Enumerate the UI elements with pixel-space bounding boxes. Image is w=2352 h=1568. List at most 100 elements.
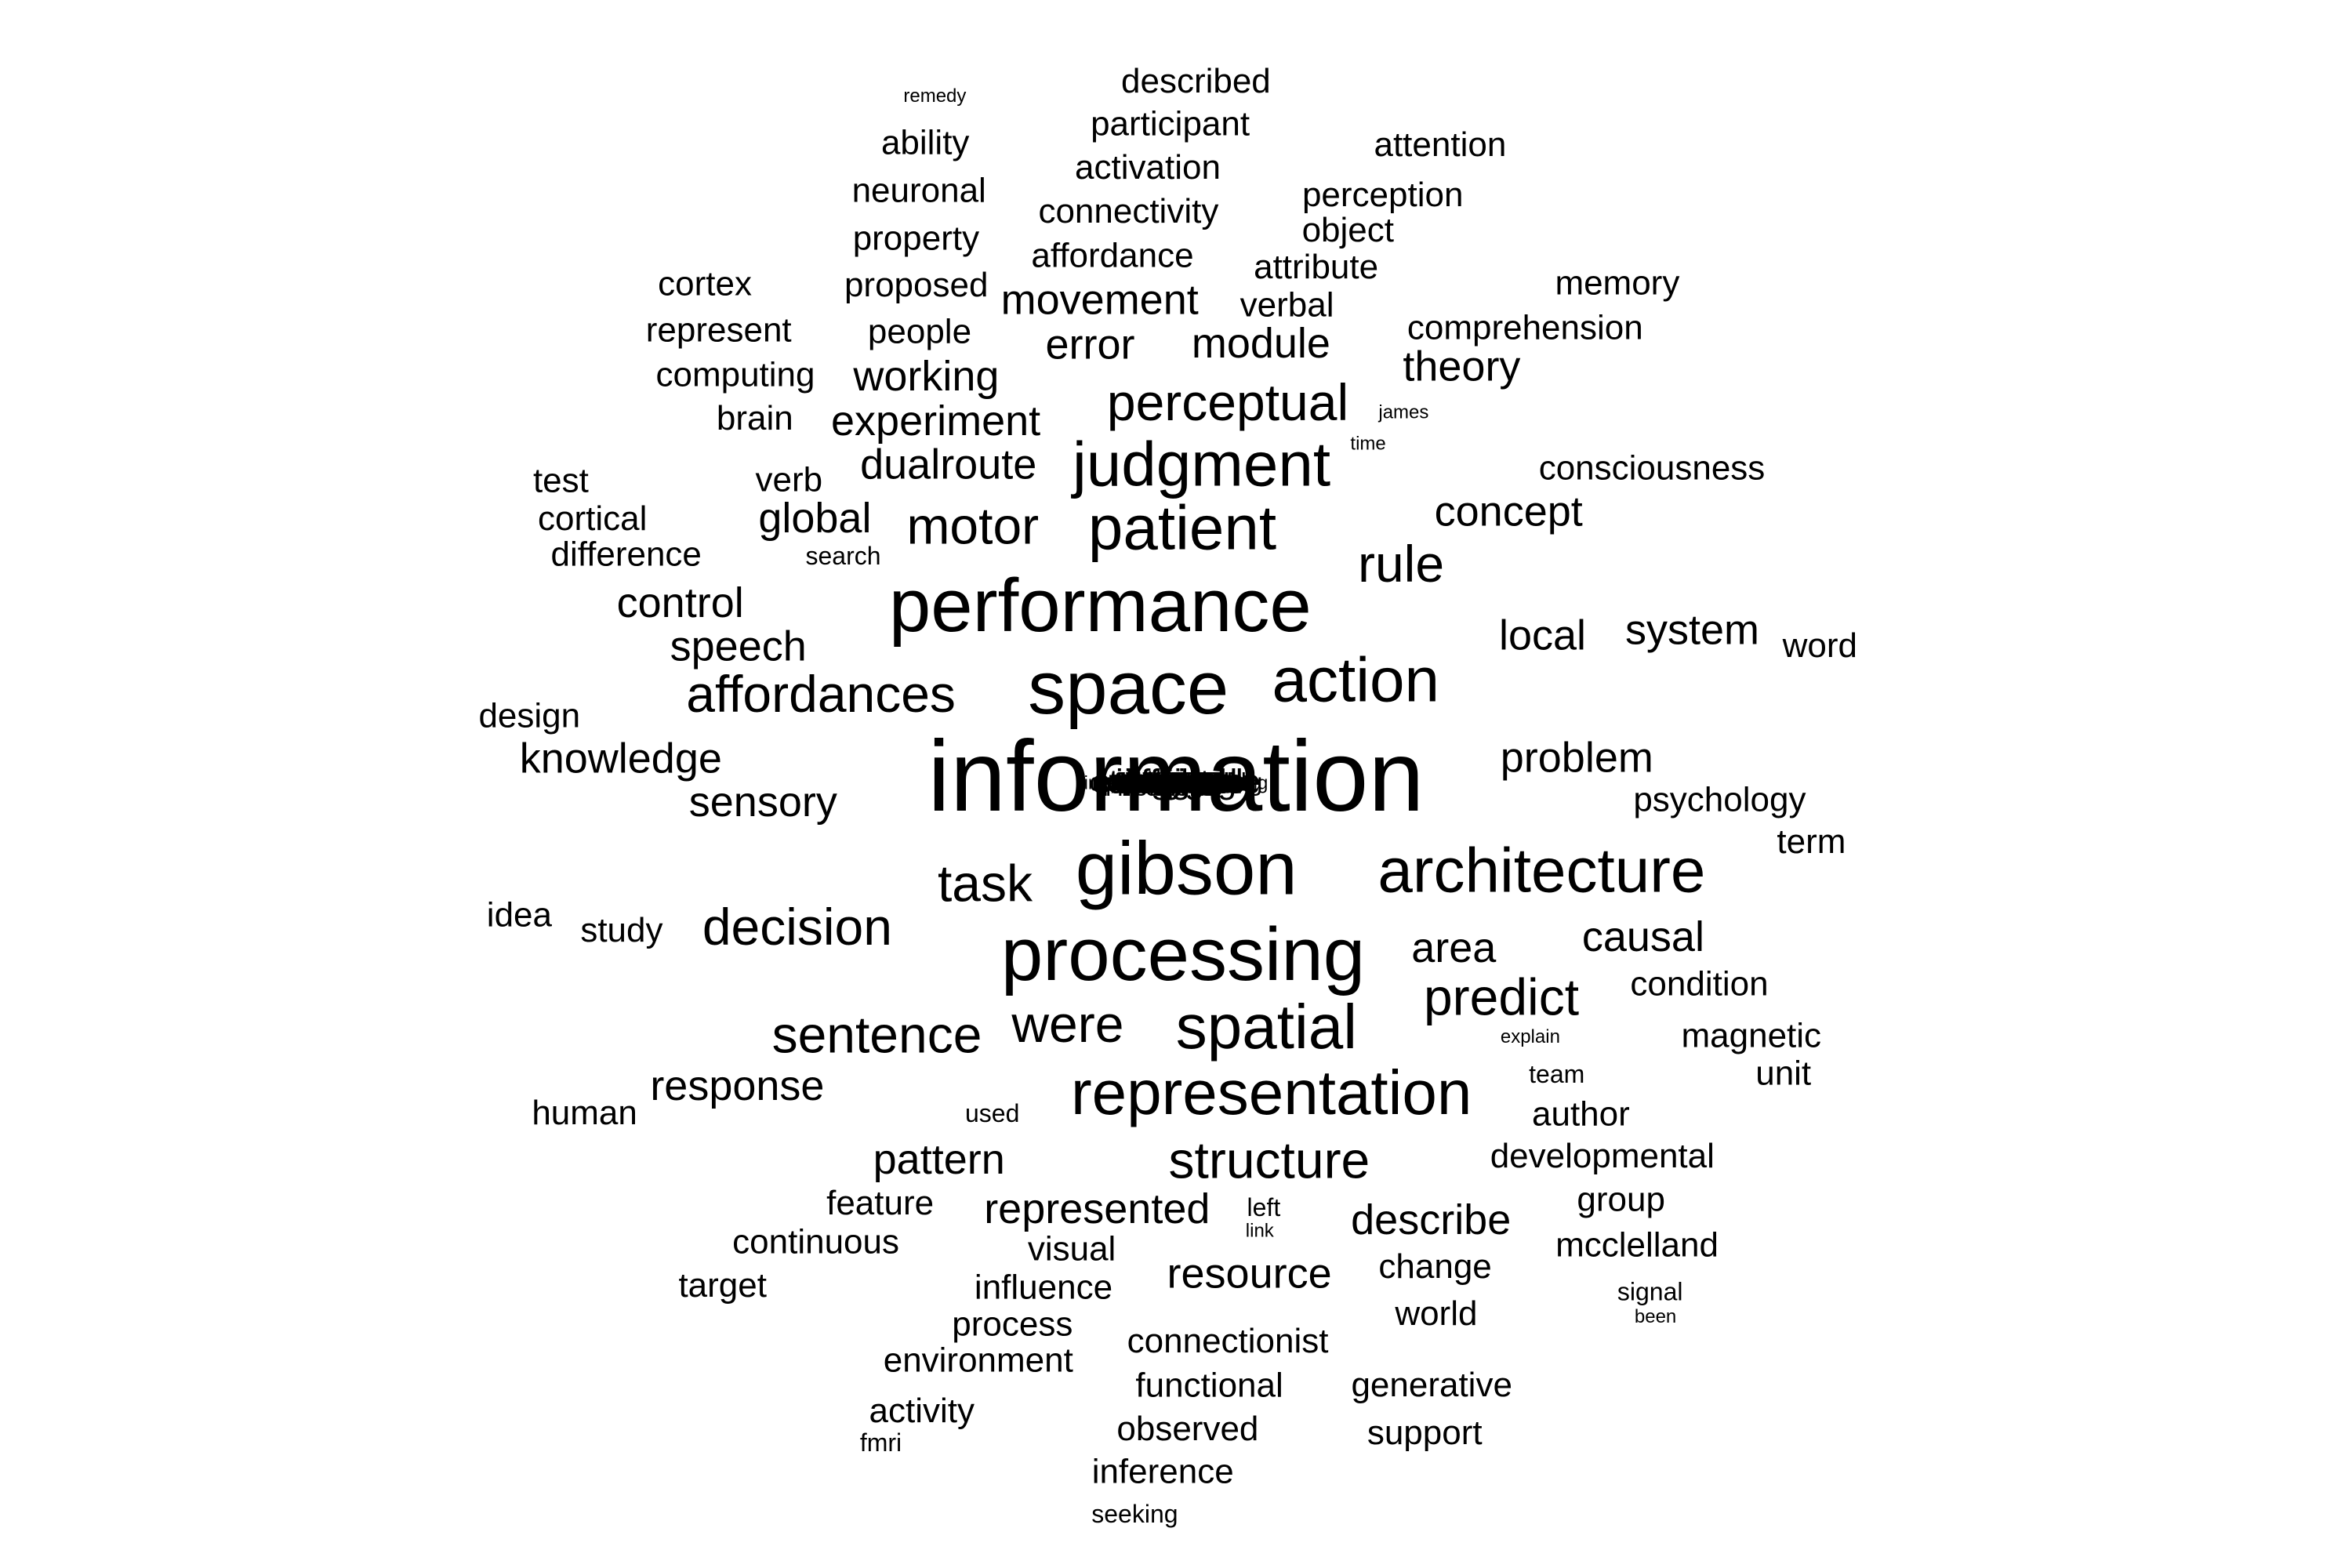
cloud-word: idea [487,896,553,935]
cloud-word: term [1777,822,1846,861]
cloud-word: consciousness [1539,449,1766,488]
cloud-word: correlated [1134,772,1218,793]
cloud-word: people [868,312,971,350]
cloud-word: model [1150,772,1201,793]
cloud-word: detailed [1143,772,1209,793]
cloud-word: provides [1141,772,1212,793]
cloud-word: trying [1153,772,1200,793]
cloud-word: simulation [1120,768,1232,796]
cloud-word: arbitrary [1142,772,1210,793]
cloud-word: average [1142,772,1210,793]
cloud-word: accuracy [1126,768,1226,796]
cloud-word: material [1131,768,1221,796]
cloud-word: abstract [1142,772,1210,793]
cloud-word: include [1146,772,1206,793]
cloud-word: pathway [1141,772,1210,793]
cloud-word: self [1161,772,1191,793]
cloud-word: skilled [1150,772,1203,793]
cloud-word: learning [1131,768,1221,796]
cloud-word: single [1143,768,1209,796]
cloud-word: loop [1158,772,1193,793]
cloud-word: score [1153,772,1200,793]
cloud-word: central [1148,772,1204,793]
cloud-word: solving [1137,768,1215,796]
cloud-word: using [1146,768,1207,796]
cloud-word: decisionmaking [1090,768,1263,796]
cloud-word: learning [1142,772,1209,793]
cloud-word: topic [1149,768,1203,796]
cloud-word: effect [1153,772,1200,793]
cloud-word: reaction [1131,768,1221,796]
cloud-word: physical [1142,772,1210,793]
cloud-word: group [1577,1181,1665,1219]
cloud-word: experience [1091,763,1260,801]
cloud-word: fmri [860,1428,902,1457]
cloud-word: robotic [1148,772,1204,793]
cloud-word: principle [1129,768,1222,796]
cloud-word: adult [1156,772,1196,793]
cloud-word: research [1139,772,1212,793]
cloud-word: prediction [1122,768,1231,796]
cloud-word: capacity [1130,768,1221,796]
cloud-word: equation [1140,772,1212,793]
cloud-word: dynamic [1141,772,1210,793]
cloud-word: navigation [1133,772,1218,793]
cloud-word: psychology [1633,781,1806,819]
cloud-word: inferior [1147,772,1204,793]
cloud-word: domain [1145,772,1207,793]
cloud-word: epistemic [1136,772,1215,793]
cloud-word: developmental [1490,1137,1715,1175]
cloud-word: inspired [1143,772,1209,793]
cloud-word: posterior [1139,772,1212,793]
cloud-word: individual [1137,772,1215,793]
cloud-word: electronic [1123,768,1230,796]
cloud-word: conceptual [1131,772,1221,793]
cloud-word: informationprocessing [1084,772,1269,793]
cloud-word: creativity [1139,772,1214,793]
cloud-word: neuronal [852,172,986,210]
cloud-word: including [1139,772,1214,793]
cloud-word: attentional [1133,772,1220,793]
cloud-word: working [852,353,999,400]
cloud-word: feature [826,1184,934,1222]
cloud-word: module [1192,320,1330,367]
cloud-word: lesion [1152,772,1201,793]
cloud-word: computing [655,356,815,394]
cloud-word: motor [906,497,1039,555]
cloud-word: predictive [1136,772,1217,793]
cloud-word: encoding [1138,772,1214,793]
cloud-word: manual [1145,772,1207,793]
cloud-word: affordances [686,665,956,723]
cloud-word: search [805,542,880,570]
cloud-word: movement [1001,276,1199,323]
cloud-word: bold [1158,772,1193,793]
cloud-word: extended [1138,772,1215,793]
cloud-word: linguistic [1128,768,1225,796]
cloud-word: description [1131,772,1221,793]
cloud-word: conscious [1134,772,1218,793]
cloud-word: alternative [1118,768,1234,796]
cloud-word: plausible [1139,772,1214,793]
cloud-word: literature [1139,772,1212,793]
cloud-word: parietal [1145,772,1207,793]
cloud-word: global [758,495,871,542]
cloud-word: revealed [1140,772,1212,793]
cloud-word: everyday [1125,768,1227,796]
cloud-word: different [1114,763,1238,801]
cloud-word: experiment [831,397,1040,445]
cloud-word: paradigm [1137,772,1215,793]
cloud-word: inference [1092,1453,1234,1491]
cloud-word: observed [1116,1410,1258,1448]
cloud-word: estimation [1133,772,1218,793]
cloud-word: largecale [1125,768,1227,796]
cloud-word: distribution [1131,772,1221,793]
cloud-word: suggested [1133,772,1220,793]
cloud-word: social [1152,772,1200,793]
cloud-word: distinctive [1134,772,1217,793]
cloud-word: loss [1160,772,1193,793]
cloud-word: created [1145,772,1207,793]
cloud-word: recognition [1115,768,1238,796]
cloud-word: others [1150,772,1203,793]
cloud-word: condition [1630,965,1768,1004]
cloud-word: awareness [1116,768,1237,796]
